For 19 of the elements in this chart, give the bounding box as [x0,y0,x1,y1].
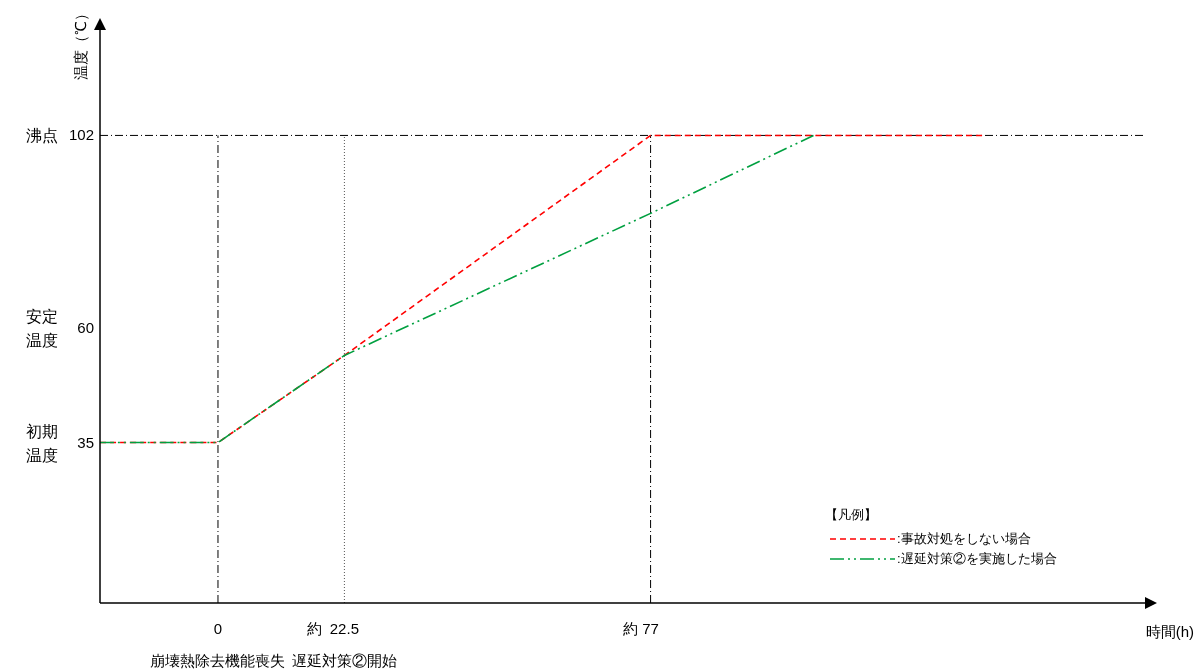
text: 約 [622,620,638,637]
y-axis-title: 温度（℃） [72,6,89,80]
text: 沸点 [26,127,58,145]
x-axis-title: 時間(h) [1145,623,1194,640]
text: 初期温度 [26,422,58,464]
legend-label: :事故対処をしない場合 [897,531,1031,546]
text: 遅延対策②開始 [291,652,397,669]
x-tick-label: 0 [213,620,223,637]
text: 安定温度 [26,307,58,349]
y-tick-label: 60 [77,318,94,336]
legend-label: :遅延対策②を実施した場合 [897,551,1057,566]
text: 崩壊熱除去機能喪失 [150,652,286,669]
x-tick-label: 22.5 [329,620,359,637]
y-tick-label: 35 [77,433,94,451]
y-tick-label: 102 [68,126,94,144]
text: 約 [307,620,323,637]
x-tick-label: 77 [642,620,659,637]
line-series [99,134,815,444]
legend-title: 【凡例】 [825,507,877,522]
